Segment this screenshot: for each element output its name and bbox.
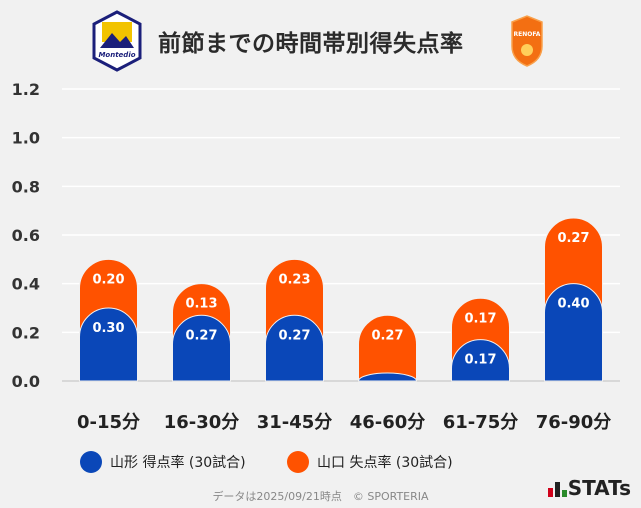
data-label-away: 0.17 [464,311,496,326]
data-label-away: 0.27 [557,231,589,246]
data-label-away: 0.20 [92,272,124,287]
svg-text:Montedio: Montedio [98,51,135,59]
data-label-home: 0.27 [185,328,217,343]
bar-segment-away [358,314,417,382]
bar-segment-home [265,314,324,382]
bar-segment-home [357,372,418,382]
y-tick-label: 0.2 [12,323,40,342]
chart: 0.0 0.2 0.4 0.6 0.8 1.0 1.2 0.20 0.30 0-15分 0.13 0.… [12,80,620,433]
legend-label: 山形 得点率 (30試合) [110,455,246,471]
legend-swatch [287,451,309,473]
legend-swatch [80,451,102,473]
x-tick-label: 76-90分 [536,412,612,433]
data-label-home: 0.17 [464,353,496,368]
y-tick-label: 0.8 [12,177,40,196]
data-label-away: 0.13 [185,297,217,312]
data-label-home: 0.30 [92,321,124,336]
y-tick-label: 1.2 [12,80,40,99]
bar-segment-home [451,339,510,382]
stats-logo: STATs [546,476,631,500]
home-logo: Montedio [92,10,142,72]
data-label-away: 0.27 [371,328,403,343]
chart-title: 前節までの時間帯別得失点率 [158,31,464,57]
y-tick-label: 0.4 [12,275,40,294]
x-tick-label: 16-30分 [164,412,240,433]
x-tick-label: 46-60分 [350,412,426,433]
brand-text: STATs [567,476,631,500]
y-tick-label: 0.0 [12,372,40,391]
away-logo: RENOFA [511,15,543,67]
svg-text:RENOFA: RENOFA [514,31,541,38]
y-tick-label: 0.6 [12,226,40,245]
legend-label: 山口 失点率 (30試合) [317,455,453,471]
bar-segment-home [79,307,138,382]
y-tick-label: 1.0 [12,129,40,148]
data-label-home: 0.40 [557,297,589,312]
x-tick-label: 61-75分 [443,412,519,433]
x-tick-label: 0-15分 [77,412,140,433]
footer-note: データは2025/09/21時点 © SPORTERIA [212,490,429,503]
data-label-away: 0.23 [278,272,310,287]
legend-item-away: 山口 失点率 (30試合) [287,451,453,473]
data-label-home: 0.27 [278,328,310,343]
legend-item-home: 山形 得点率 (30試合) [80,451,246,473]
bar-segment-home [544,283,603,382]
x-tick-label: 31-45分 [257,412,333,433]
bar-segment-home [172,314,231,382]
stats-bars-icon [547,482,567,497]
